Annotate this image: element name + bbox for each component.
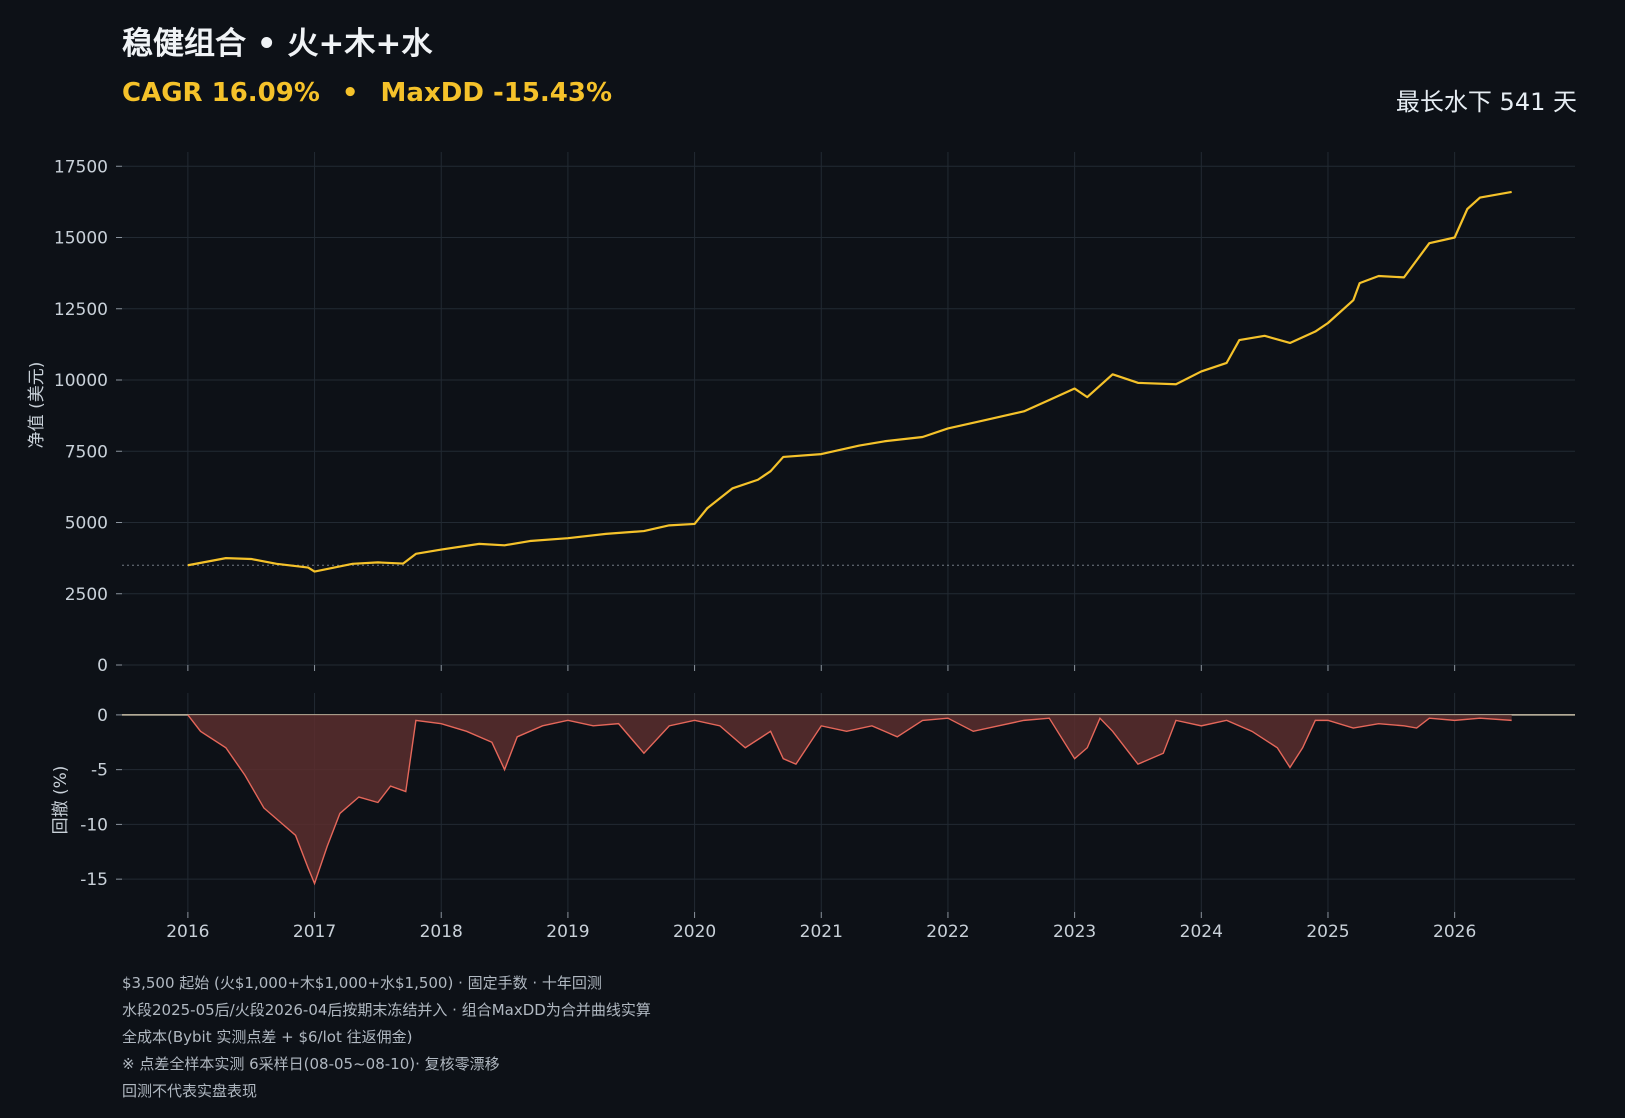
equity-tick-label: 12500 (54, 300, 108, 320)
x-tick-label: 2023 (1053, 922, 1096, 942)
equity-tick-label: 7500 (65, 442, 108, 462)
metric-separator: • (341, 78, 359, 108)
drawdown-area (187, 714, 1512, 884)
equity-line (187, 190, 1512, 573)
footnote-line: 全成本(Bybit 实测点差 + $6/lot 往返佣金) (122, 1028, 413, 1046)
equity-y-ticks: 0 2500 5000 7500 10000 12500 15000 17500 (54, 157, 122, 676)
x-tick-label: 2021 (800, 922, 843, 942)
footnote-line: ※ 点差全样本实测 6采样日(08-05~08-10)· 复核零漂移 (122, 1055, 500, 1073)
equity-tick-label: 2500 (65, 585, 108, 605)
drawdown-tick-label: -5 (91, 761, 108, 781)
drawdown-tick-label: 0 (97, 706, 108, 726)
footnotes: $3,500 起始 (火$1,000+木$1,000+水$1,500) · 固定… (122, 970, 651, 1105)
x-axis-ticks: 2016 2017 2018 2019 2020 2021 2022 2023 2024 2025… (166, 665, 1476, 942)
equity-tick-label: 10000 (54, 371, 108, 391)
equity-y-axis-label: 净值 (美元) (27, 362, 47, 449)
longest-underwater-label: 最长水下 541 天 (1395, 88, 1577, 116)
x-tick-label: 2017 (293, 922, 336, 942)
metrics-line: CAGR 16.09% • MaxDD -15.43% (122, 78, 612, 108)
footnote-line: 水段2025-05后/火段2026-04后按期末冻结并入 · 组合MaxDD为合… (122, 1001, 651, 1019)
maxdd-metric: MaxDD -15.43% (380, 78, 613, 108)
x-tick-label: 2019 (546, 922, 589, 942)
x-tick-label: 2022 (926, 922, 969, 942)
x-tick-label: 2025 (1306, 922, 1349, 942)
cagr-metric: CAGR 16.09% (122, 78, 320, 108)
footnote-line: $3,500 起始 (火$1,000+木$1,000+水$1,500) · 固定… (122, 974, 602, 992)
equity-tick-label: 15000 (54, 229, 108, 249)
x-tick-label: 2020 (673, 922, 716, 942)
x-tick-label: 2024 (1180, 922, 1223, 942)
x-tick-label: 2026 (1433, 922, 1476, 942)
x-tick-label: 2018 (420, 922, 463, 942)
equity-tick-label: 17500 (54, 157, 108, 177)
drawdown-tick-label: -15 (80, 870, 108, 890)
series-layer (122, 190, 1575, 886)
x-tick-label: 2016 (166, 922, 209, 942)
chart-title: 稳健组合 • 火+木+水 (122, 26, 433, 62)
footnote-line: 回测不代表实盘表现 (122, 1082, 258, 1100)
drawdown-y-ticks: 0 -5 -10 -15 (80, 706, 122, 890)
drawdown-tick-label: -10 (80, 815, 108, 835)
equity-tick-label: 0 (97, 656, 108, 676)
equity-tick-label: 5000 (65, 514, 108, 534)
equity-grid (122, 152, 1575, 666)
drawdown-line (187, 714, 1512, 886)
drawdown-y-axis-label: 回撤 (%) (51, 766, 71, 835)
